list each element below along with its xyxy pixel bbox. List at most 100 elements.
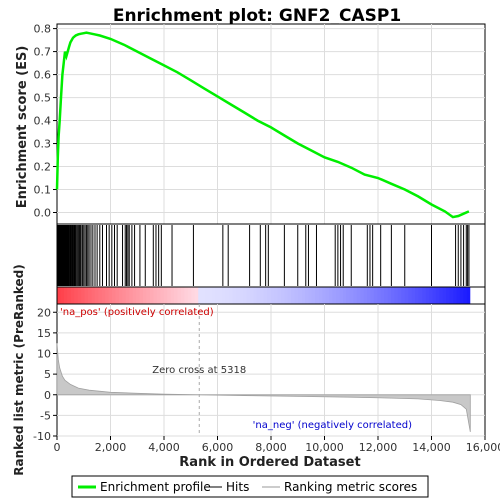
- colorbar-segment: [187, 287, 192, 304]
- colorbar-segment: [370, 287, 375, 304]
- colorbar-segment: [132, 287, 137, 304]
- colorbar-segment: [311, 287, 316, 304]
- colorbar-segment: [229, 287, 234, 304]
- ranked-ytick-label: -10: [33, 430, 51, 443]
- colorbar-segment: [304, 287, 309, 304]
- colorbar-segment: [167, 287, 172, 304]
- legend-box: [71, 475, 429, 498]
- es-ytick-label: 0.1: [34, 184, 52, 197]
- colorbar-segment: [232, 287, 237, 304]
- colorbar-segment: [411, 287, 416, 304]
- colorbar-segment: [397, 287, 402, 304]
- colorbar-segment: [225, 287, 230, 304]
- colorbar-segment: [325, 287, 330, 304]
- es-ytick-label: 0.2: [34, 161, 52, 174]
- colorbar-segment: [360, 287, 364, 304]
- colorbar-segment: [432, 287, 437, 304]
- colorbar-segment: [60, 287, 65, 304]
- x-tick-label: 12,000: [359, 441, 398, 454]
- colorbar-segment: [318, 287, 323, 304]
- colorbar-segment: [339, 287, 344, 304]
- colorbar-segment: [332, 287, 337, 304]
- chart-title: Enrichment plot: GNF2_CASP1: [113, 6, 401, 26]
- colorbar-segment: [239, 287, 244, 304]
- colorbar-segment: [139, 287, 144, 304]
- colorbar-segment: [215, 287, 220, 304]
- colorbar-segment: [177, 287, 182, 304]
- colorbar-segment: [249, 287, 254, 304]
- colorbar-segment: [391, 287, 395, 304]
- colorbar-segment: [70, 287, 75, 304]
- colorbar-segment: [366, 287, 371, 304]
- colorbar-segment: [298, 287, 302, 304]
- colorbar-segment: [463, 287, 468, 304]
- colorbar-segment: [425, 287, 430, 304]
- colorbar-segment: [291, 287, 296, 304]
- colorbar-segment: [236, 287, 240, 304]
- x-tick-label: 2,000: [95, 441, 127, 454]
- colorbar-segment: [442, 287, 447, 304]
- colorbar-segment: [105, 287, 110, 304]
- colorbar-segment: [459, 287, 464, 304]
- colorbar-segment: [277, 287, 282, 304]
- colorbar-segment: [118, 287, 123, 304]
- colorbar-segment: [456, 287, 461, 304]
- colorbar-segment: [153, 287, 158, 304]
- colorbar-segment: [418, 287, 423, 304]
- colorbar-segment: [222, 287, 227, 304]
- colorbar-segment: [136, 287, 141, 304]
- colorbar-segment: [394, 287, 399, 304]
- colorbar-segment: [466, 287, 471, 304]
- colorbar-segment: [146, 287, 151, 304]
- colorbar-segment: [174, 287, 178, 304]
- es-ytick-label: 0.7: [34, 46, 52, 59]
- colorbar-segment: [87, 287, 92, 304]
- colorbar-segment: [401, 287, 406, 304]
- colorbar-segment: [260, 287, 265, 304]
- colorbar-segment: [163, 287, 168, 304]
- es-ytick-label: 0.0: [34, 207, 52, 220]
- colorbar-segment: [208, 287, 213, 304]
- ranked-ytick-label: -5: [40, 409, 51, 422]
- colorbar-segment: [387, 287, 392, 304]
- colorbar-segment: [194, 287, 199, 304]
- x-tick-label: 14,000: [412, 441, 451, 454]
- colorbar-segment: [428, 287, 433, 304]
- colorbar-segment: [122, 287, 127, 304]
- colorbar-segment: [201, 287, 206, 304]
- colorbar-segment: [301, 287, 306, 304]
- colorbar-segment: [273, 287, 278, 304]
- colorbar-segment: [308, 287, 313, 304]
- ranked-ytick-label: 15: [37, 327, 51, 340]
- colorbar-segment: [335, 287, 340, 304]
- colorbar-segment: [184, 287, 189, 304]
- colorbar-segment: [408, 287, 413, 304]
- x-axis-label: Rank in Ordered Dataset: [179, 455, 360, 470]
- colorbar-segment: [435, 287, 440, 304]
- x-tick-label: 4,000: [148, 441, 180, 454]
- x-tick-label: 6,000: [202, 441, 234, 454]
- ranked-ytick-label: 10: [37, 348, 51, 361]
- colorbar-segment: [373, 287, 378, 304]
- x-tick-label: 8,000: [255, 441, 287, 454]
- es-axis-label: Enrichment score (ES): [15, 46, 30, 209]
- colorbar-segment: [94, 287, 99, 304]
- hits-panel-frame: [56, 223, 486, 288]
- ranked-ytick-label: 5: [44, 368, 51, 381]
- colorbar-segment: [315, 287, 320, 304]
- colorbar-segment: [242, 287, 247, 304]
- colorbar-segment: [415, 287, 420, 304]
- colorbar-segment: [404, 287, 409, 304]
- colorbar-segment: [63, 287, 68, 304]
- ranked-axis-label: Ranked list metric (PreRanked): [12, 264, 26, 476]
- x-tick-label: 0: [54, 441, 61, 454]
- colorbar-empty: [470, 287, 485, 304]
- colorbar-segment: [246, 287, 251, 304]
- colorbar-segment: [439, 287, 444, 304]
- x-tick-label: 10,000: [305, 441, 344, 454]
- colorbar-segment: [160, 287, 165, 304]
- colorbar-segment: [125, 287, 130, 304]
- colorbar-segment: [143, 287, 147, 304]
- colorbar-segment: [287, 287, 292, 304]
- colorbar-segment: [384, 287, 389, 304]
